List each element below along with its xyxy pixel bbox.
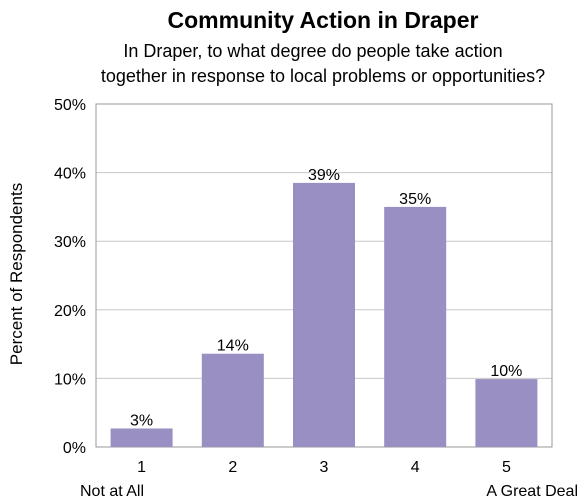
bar-1 bbox=[110, 428, 173, 447]
x-tick-label: 1 bbox=[137, 459, 146, 476]
bar-5 bbox=[475, 379, 538, 447]
x-tick-sublabel: A Great Deal bbox=[486, 483, 578, 500]
x-tick-label: 3 bbox=[320, 459, 329, 476]
y-tick-label: 10% bbox=[54, 371, 86, 388]
y-tick-label: 20% bbox=[54, 303, 86, 320]
y-tick-label: 30% bbox=[54, 234, 86, 251]
data-label: 39% bbox=[308, 167, 340, 184]
y-axis-label: Percent of Respondents bbox=[7, 183, 26, 365]
chart-subtitle-line-2: together in response to local problems o… bbox=[101, 66, 545, 86]
y-tick-label: 0% bbox=[63, 440, 86, 457]
data-label: 3% bbox=[130, 412, 153, 429]
y-tick-label: 40% bbox=[54, 166, 86, 183]
chart-title: Community Action in Draper bbox=[168, 7, 479, 33]
x-tick-label: 4 bbox=[411, 459, 420, 476]
bar-2 bbox=[201, 353, 264, 447]
y-tick-label: 50% bbox=[54, 97, 86, 114]
data-label: 10% bbox=[490, 363, 522, 380]
plot-area: 0% 10% 20% 30% 40% 50% 3% 1 Not at All 14% 2 39% 3 35… bbox=[54, 97, 578, 500]
bar-4 bbox=[384, 206, 447, 447]
data-label: 35% bbox=[399, 191, 431, 208]
x-tick-sublabel: Not at All bbox=[80, 483, 144, 500]
x-tick-label: 5 bbox=[502, 459, 511, 476]
x-tick-label: 2 bbox=[228, 459, 237, 476]
chart-subtitle-line-1: In Draper, to what degree do people take… bbox=[123, 41, 502, 61]
bar-3 bbox=[292, 182, 356, 447]
data-label: 14% bbox=[217, 338, 249, 355]
